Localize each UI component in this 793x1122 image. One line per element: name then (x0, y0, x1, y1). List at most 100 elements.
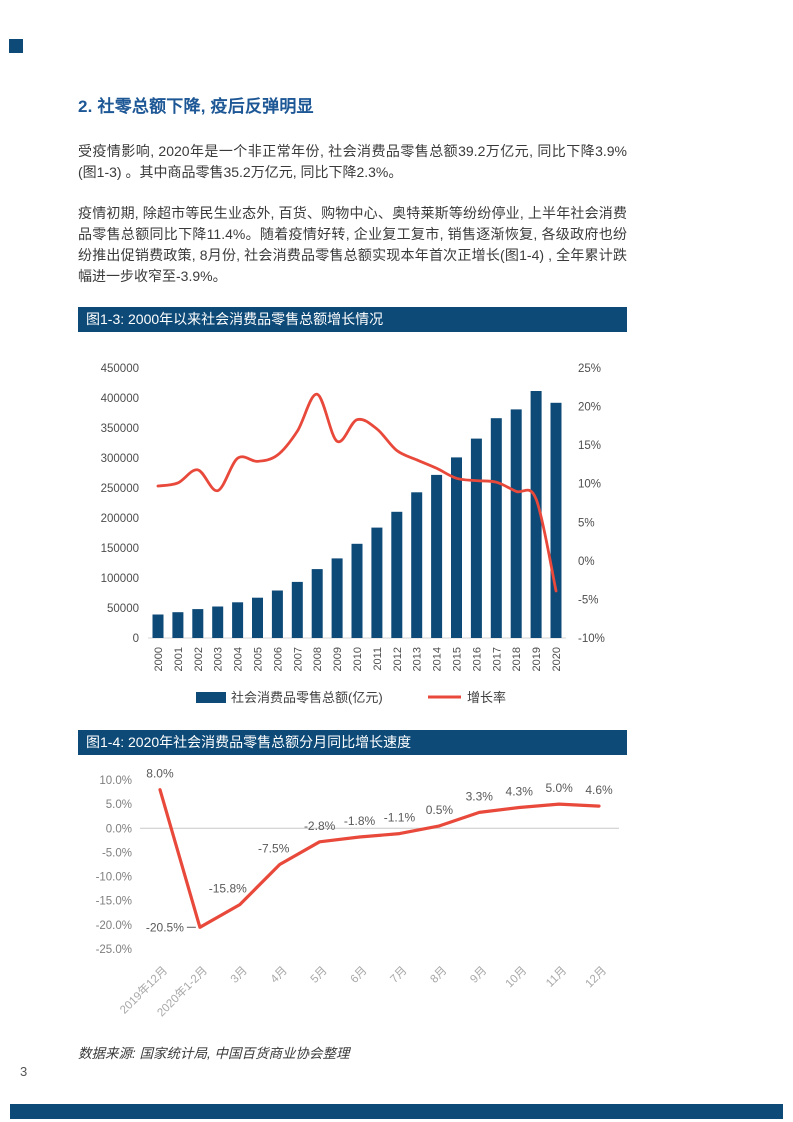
right-axis-tick: 20% (578, 402, 601, 414)
data-label: -2.8% (304, 819, 336, 833)
y-axis-tick: 10.0% (99, 775, 132, 787)
y-axis-tick: 5.0% (106, 799, 132, 811)
figure-1-4-chart: 10.0% 5.0% 0.0% -5.0% -10.0% -15.0% -20.0% -25.… (78, 767, 627, 1034)
x-axis-tick: 2003 (213, 647, 225, 671)
bar-2010 (351, 543, 363, 638)
x-axis-tick: 2006 (272, 647, 284, 671)
data-label: -7.5% (258, 842, 290, 856)
right-axis-tick: -10% (578, 633, 605, 645)
x-axis-tick: 8月 (428, 965, 449, 986)
x-axis-tick: 2019 (531, 647, 543, 671)
y-axis-tick: -10.0% (96, 872, 132, 884)
bar-2013 (411, 492, 423, 638)
x-axis-tick: 3月 (229, 965, 250, 986)
left-axis-tick: 50000 (107, 603, 139, 615)
x-axis-tick: 12月 (583, 965, 609, 991)
bar-2009 (331, 558, 343, 638)
bar-2015 (451, 457, 462, 638)
data-label: -20.5% (146, 920, 184, 934)
x-axis-tick: 2015 (452, 647, 464, 671)
x-axis-tick: 2008 (312, 647, 324, 671)
x-axis-tick: 2018 (511, 647, 523, 671)
paragraph-1: 受疫情影响, 2020年是一个非正常年份, 社会消费品零售总额39.2万亿元, … (78, 143, 627, 180)
left-axis-tick: 350000 (101, 423, 139, 435)
left-axis-tick: 0 (133, 633, 139, 645)
growth-rate-line (156, 392, 558, 593)
bar-2005 (252, 597, 263, 638)
bar-2018 (510, 409, 522, 638)
figure-1-3-title: 图1-3: 2000年以来社会消费品零售总额增长情况 (78, 307, 627, 332)
data-label: 8.0% (146, 767, 174, 781)
x-axis-tick: 2004 (233, 647, 245, 671)
x-axis-tick: 6月 (349, 965, 370, 986)
y-axis-tick: -25.0% (96, 944, 132, 956)
bar-2000 (152, 614, 164, 638)
figure-1-4: 图1-4: 2020年社会消费品零售总额分月同比增长速度 10.0% 5.0% 0.… (78, 730, 627, 1034)
y-axis-tick: -15.0% (96, 896, 132, 908)
x-axis-tick: 9月 (468, 965, 489, 986)
x-axis-tick: 2017 (491, 647, 503, 671)
bar-2002 (192, 609, 204, 638)
data-label: 5.0% (545, 781, 573, 795)
figure-1-3: 图1-3: 2000年以来社会消费品零售总额增长情况 0 50000 100000 1… (78, 307, 627, 723)
retail-total-bars (152, 391, 562, 638)
x-axis-tick: 10月 (504, 965, 530, 991)
legend-line-label: 增长率 (467, 690, 506, 705)
legend: 社会消费品零售总额(亿元) 增长率 (196, 690, 506, 705)
bar-2016 (470, 438, 482, 638)
x-axis-tick: 2014 (432, 647, 444, 671)
data-label: 4.6% (585, 783, 613, 797)
bar-2007 (291, 581, 303, 638)
x-axis-tick: 4月 (269, 965, 290, 986)
left-axis-tick: 450000 (101, 363, 139, 375)
page-content: 2. 社零总额下降, 疫后反弹明显 受疫情影响, 2020年是一个非正常年份, … (78, 92, 627, 1062)
bar-2004 (232, 602, 244, 638)
right-axis-tick: 25% (578, 363, 601, 375)
bar-2012 (391, 511, 403, 638)
bar-2019 (530, 391, 542, 638)
left-axis-tick: 400000 (101, 393, 139, 405)
legend-bar-swatch (196, 692, 226, 703)
source-note: 数据来源: 国家统计局, 中国百货商业协会整理 (78, 1046, 350, 1061)
x-axis-tick: 2000 (153, 647, 165, 671)
bar-2014 (431, 474, 443, 638)
data-label: 4.3% (506, 785, 534, 799)
x-axis-tick: 2016 (471, 647, 483, 671)
page-corner-mark (9, 39, 23, 53)
x-axis-tick: 2002 (193, 647, 205, 671)
x-axis-tick: 2005 (252, 647, 264, 671)
data-label: -1.1% (384, 811, 416, 825)
x-axis-tick: 7月 (388, 965, 409, 986)
data-label: -1.8% (344, 814, 376, 828)
x-axis-tick: 2012 (392, 647, 404, 671)
footer-bar (10, 1104, 783, 1119)
x-axis-tick: 2010 (352, 647, 364, 671)
figure-1-4-title: 图1-4: 2020年社会消费品零售总额分月同比增长速度 (78, 730, 627, 755)
left-axis-tick: 150000 (101, 543, 139, 555)
right-axis-tick: -5% (578, 594, 598, 606)
right-axis-tick: 0% (578, 556, 595, 568)
paragraph-2: 疫情初期, 除超市等民生业态外, 百货、购物中心、奥特莱斯等纷纷停业, 上半年社… (78, 205, 627, 284)
section-heading: 2. 社零总额下降, 疫后反弹明显 (78, 97, 314, 116)
right-axis-tick: 10% (578, 479, 601, 491)
bar-2008 (311, 569, 323, 638)
bar-2017 (490, 418, 502, 638)
data-label: 0.5% (426, 803, 454, 817)
data-label: 3.3% (466, 789, 494, 803)
right-axis-tick: 15% (578, 440, 601, 452)
x-axis-tick: 2020 (551, 647, 563, 671)
bar-2011 (371, 527, 383, 638)
fig1-3-canvas: 0 50000 100000 150000 200000 250000 300000 3500… (101, 363, 605, 705)
fig1-4-canvas: 10.0% 5.0% 0.0% -5.0% -10.0% -15.0% -20.0% -25.… (96, 767, 619, 1019)
figure-1-3-chart: 0 50000 100000 150000 200000 250000 300000 3500… (78, 346, 627, 723)
left-axis-tick: 300000 (101, 453, 139, 465)
right-axis-tick: 5% (578, 517, 595, 529)
bar-2003 (212, 606, 224, 638)
left-axis-tick: 200000 (101, 513, 139, 525)
data-label: -15.8% (209, 882, 247, 896)
left-axis-tick: 100000 (101, 573, 139, 585)
x-axis-tick: 2013 (412, 647, 424, 671)
x-axis-tick: 2007 (292, 647, 304, 671)
bar-2001 (172, 612, 184, 638)
